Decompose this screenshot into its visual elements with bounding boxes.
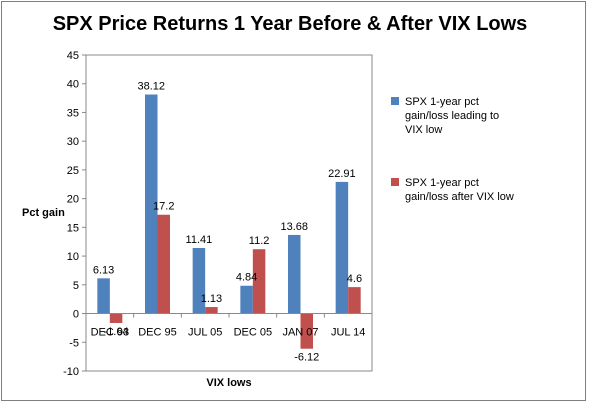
- data-label: 6.13: [93, 264, 114, 276]
- y-tick-label: 40: [67, 79, 79, 91]
- y-tick-label: 45: [67, 50, 79, 62]
- data-label: 38.12: [137, 81, 165, 93]
- y-axis: -10 -5 0 5 10 15 20 25 30 35 40 45: [63, 50, 86, 378]
- y-tick-label: 10: [67, 251, 79, 263]
- x-tick-label: JAN 07: [282, 327, 318, 339]
- data-label: 11.41: [186, 234, 213, 246]
- y-tick-label: 20: [67, 194, 79, 206]
- data-label: 13.68: [280, 221, 308, 233]
- x-tick-label: JUL 14: [331, 327, 365, 339]
- y-tick-label: 15: [67, 222, 79, 234]
- bar-after: [157, 214, 170, 314]
- data-label: 17.2: [153, 201, 174, 213]
- data-label: -6.12: [294, 352, 319, 364]
- bar-after: [348, 287, 361, 314]
- bar-before: [240, 285, 253, 314]
- bar-before: [192, 247, 206, 314]
- bar-after: [205, 307, 218, 314]
- data-label: 22.91: [328, 168, 356, 180]
- x-axis-title: VIX lows: [206, 377, 251, 389]
- bar-before: [145, 94, 158, 314]
- legend-swatch: [391, 97, 399, 105]
- legend-label: gain/loss leading to: [405, 110, 499, 122]
- legend-label: SPX 1-year pct: [405, 177, 479, 189]
- legend-label: SPX 1-year pct: [405, 96, 479, 108]
- data-label: 1.13: [201, 293, 222, 305]
- y-tick-label: 25: [67, 165, 79, 177]
- data-label-group: 6.13 38.12 11.41 4.84 13.68 22.91 -1.64 17.2 1.1…: [93, 81, 362, 364]
- legend-label: gain/loss after VIX low: [405, 191, 514, 203]
- y-tick-label: 35: [67, 107, 79, 119]
- x-tick-label: JUL 05: [188, 327, 222, 339]
- bar-after: [252, 249, 266, 314]
- bar-after: [109, 313, 123, 323]
- y-tick-label: -10: [63, 366, 79, 378]
- x-tick-label: DEC 95: [138, 327, 177, 339]
- data-label: -1.64: [104, 326, 129, 338]
- chart-title: SPX Price Returns 1 Year Before & After …: [53, 13, 528, 35]
- x-axis: DEC 93 DEC 95 JUL 05 DEC 05 JAN 07 JUL 14: [85, 313, 373, 339]
- y-tick-label: 30: [67, 136, 79, 148]
- bar-before: [335, 181, 349, 314]
- legend-swatch: [391, 178, 399, 186]
- bar-series-group: [97, 94, 361, 349]
- x-tick-label: DEC 05: [234, 327, 273, 339]
- data-label: 4.84: [236, 272, 257, 284]
- legend-label: VIX low: [405, 124, 442, 136]
- y-axis-title: Pct gain: [22, 207, 65, 219]
- data-label: 11.2: [249, 235, 270, 247]
- x-tick-label: DEC 93: [91, 327, 130, 339]
- plot-area: [85, 54, 373, 372]
- legend: SPX 1-year pct gain/loss leading to VIX lo…: [391, 96, 514, 203]
- bar-before: [97, 278, 110, 314]
- y-tick-label: -5: [69, 337, 79, 349]
- bar-before: [288, 234, 301, 314]
- y-tick-label: 5: [73, 280, 79, 292]
- bar-after: [300, 313, 313, 349]
- y-tick-label: 0: [73, 309, 79, 321]
- data-label: 4.6: [347, 273, 362, 285]
